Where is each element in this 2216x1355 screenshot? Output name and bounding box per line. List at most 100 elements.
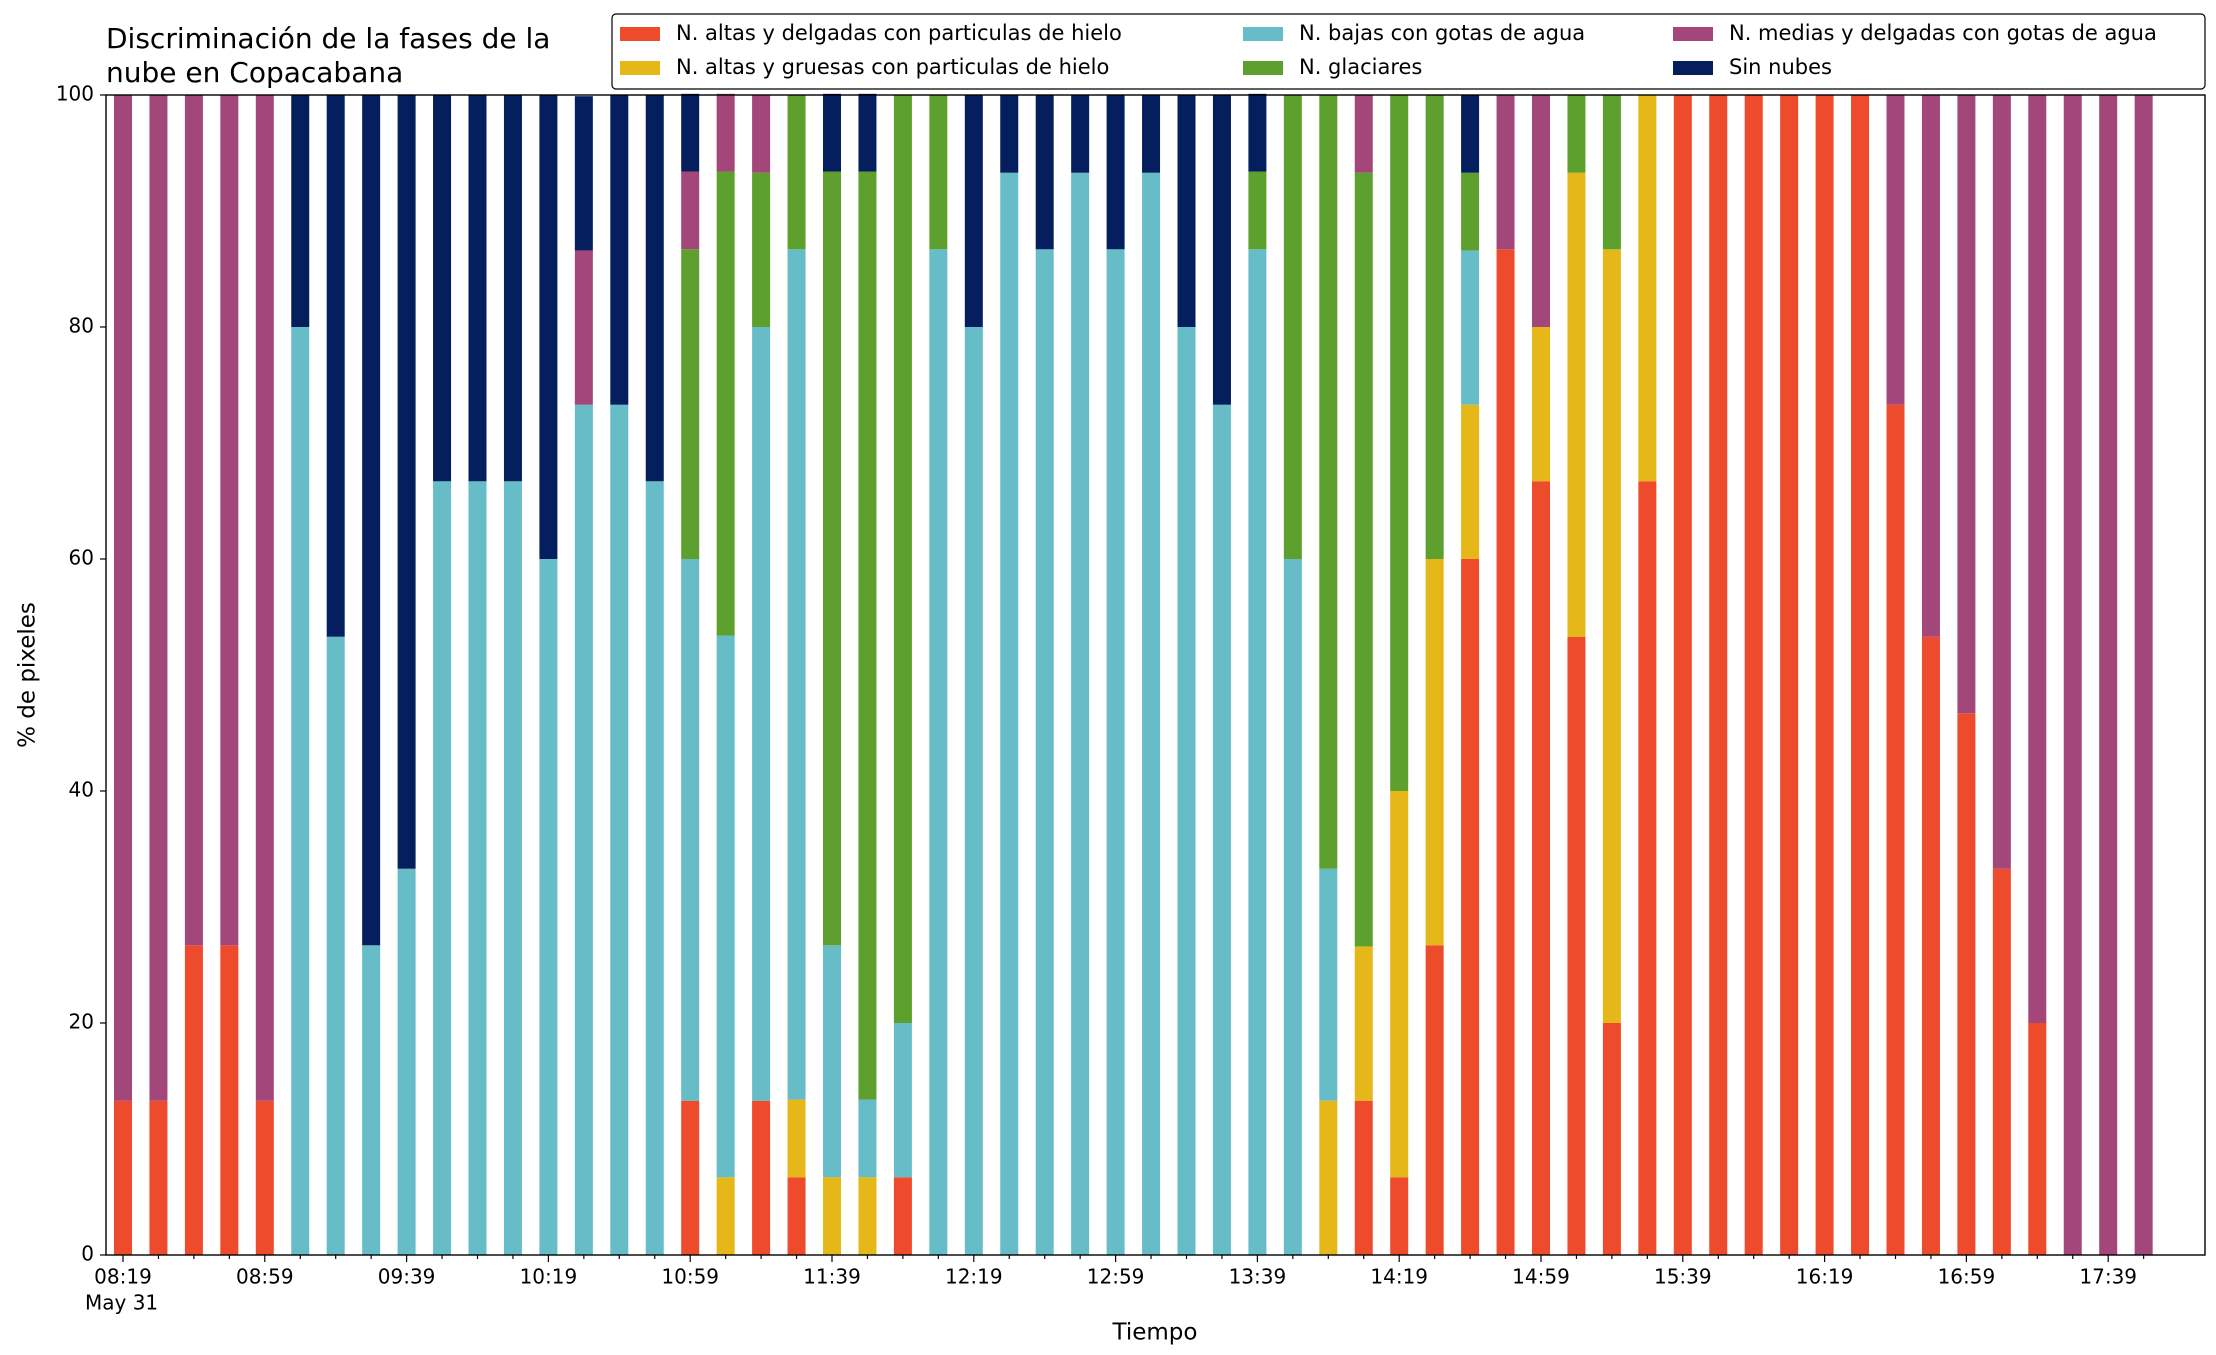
bar-segment — [681, 249, 700, 559]
bar-segment — [1602, 1023, 1621, 1255]
bar-segment — [716, 1177, 735, 1255]
bar-segment — [1638, 95, 1657, 482]
bar-segment — [823, 945, 841, 1178]
bar-segment — [1142, 95, 1161, 173]
bar-segment — [1638, 481, 1657, 1255]
bar-segment — [752, 95, 771, 173]
bar-segment — [929, 95, 948, 250]
legend-label: N. bajas con gotas de agua — [1299, 21, 1585, 45]
chart-title: Discriminación de la fases de la — [106, 22, 550, 55]
x-tick-label: 10:19 — [520, 1265, 578, 1289]
y-tick-label: 0 — [81, 1242, 94, 1266]
bar-segment — [1212, 404, 1231, 1256]
bar-segment — [1248, 249, 1267, 1255]
legend-label: N. glaciares — [1299, 55, 1422, 79]
bar-segment — [468, 481, 487, 1255]
bar-segment — [1319, 95, 1338, 869]
bar-segment — [1071, 172, 1090, 1256]
bar-segment — [610, 95, 629, 405]
bar-segment — [1142, 172, 1161, 1256]
bar-segment — [326, 95, 345, 637]
bar-segment — [1248, 93, 1267, 172]
bar-segment — [220, 95, 239, 946]
bar-segment — [574, 404, 593, 1256]
bar-segment — [1425, 945, 1444, 1255]
bar-segment — [1709, 95, 1728, 1255]
plot-frame — [105, 94, 2206, 1256]
bar-segment — [503, 95, 522, 482]
bar-segment — [610, 404, 629, 1256]
bar-segment — [1354, 95, 1373, 173]
bar-segment — [1461, 559, 1480, 1255]
bar-segment — [468, 95, 487, 482]
legend-swatch — [1243, 27, 1283, 41]
legend-box — [611, 13, 2206, 90]
bar-segment — [114, 95, 132, 1101]
bar-segment — [787, 95, 806, 250]
bar-segment — [893, 1177, 912, 1255]
bar-segment — [1106, 249, 1125, 1255]
bar-segment — [2099, 95, 2118, 1255]
bar-segment — [2028, 1023, 2047, 1255]
bar-segment — [1496, 249, 1515, 1255]
bar-segment — [964, 95, 983, 327]
bar-segment — [1496, 95, 1515, 250]
bar-segment — [1071, 95, 1090, 173]
legend-label: N. altas y delgadas con particulas de hi… — [676, 21, 1122, 45]
bar-segment — [681, 559, 700, 1101]
x-tick-label: 12:59 — [1087, 1265, 1145, 1289]
bar-segment — [184, 945, 203, 1255]
bar-segment — [1957, 95, 1976, 714]
bar-segment — [858, 1099, 877, 1178]
bar-segment — [929, 249, 948, 1255]
y-tick-label: 100 — [56, 82, 94, 106]
bar-segment — [1921, 95, 1940, 637]
bar-segment — [539, 559, 558, 1255]
bar-segment — [716, 93, 735, 172]
bar-segment — [752, 1100, 771, 1255]
bar-segment — [858, 1177, 877, 1255]
legend-label: Sin nubes — [1729, 55, 1832, 79]
bar-segment — [823, 171, 841, 946]
bar-segment — [291, 95, 310, 327]
bar-segment — [823, 1177, 841, 1255]
x-date-label: May 31 — [85, 1291, 158, 1315]
bar-segment — [681, 93, 700, 172]
bar-segment — [1532, 481, 1550, 1255]
x-tick-label: 15:39 — [1654, 1265, 1712, 1289]
bar-segment — [1602, 249, 1621, 1023]
legend-swatch — [1673, 61, 1713, 75]
bar-segment — [1000, 172, 1019, 1256]
bar-segment — [539, 95, 558, 559]
bar-segment — [1177, 327, 1196, 1255]
bar-segment — [787, 1177, 806, 1255]
x-tick-label: 16:19 — [1796, 1265, 1854, 1289]
bar-segment — [1886, 404, 1905, 1256]
bar-segment — [574, 250, 593, 405]
bar-segment — [255, 1100, 274, 1255]
x-tick-label: 08:19 — [94, 1265, 152, 1289]
bar-segment — [291, 327, 310, 1255]
y-tick-label: 80 — [69, 314, 94, 338]
bar-segment — [1567, 95, 1586, 173]
bar-segment — [1992, 95, 2011, 869]
bar-segment — [2028, 95, 2047, 1023]
bar-segment — [716, 171, 735, 636]
bar-segment — [1354, 172, 1373, 947]
bar-segment — [1248, 171, 1267, 250]
bar-segment — [1354, 946, 1373, 1101]
x-tick-label: 12:19 — [945, 1265, 1003, 1289]
bar-segment — [1886, 95, 1905, 405]
bar-segment — [433, 481, 452, 1255]
x-tick-label: 11:39 — [803, 1265, 861, 1289]
y-tick-label: 40 — [69, 778, 94, 802]
bar-segment — [149, 95, 168, 1101]
bar-segment — [1992, 868, 2011, 1255]
legend-swatch — [620, 61, 660, 75]
bar-segment — [1390, 791, 1409, 1178]
bar-segment — [2063, 95, 2082, 1255]
bar-segment — [1461, 404, 1480, 559]
bar-segment — [1212, 95, 1231, 405]
bar-segment — [1744, 95, 1763, 1255]
bar-segment — [1106, 95, 1125, 250]
